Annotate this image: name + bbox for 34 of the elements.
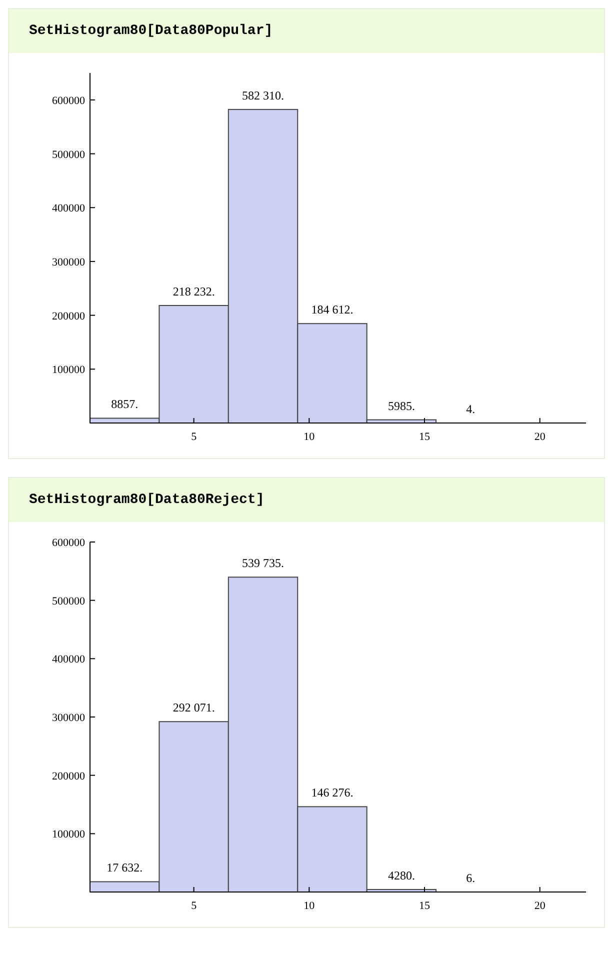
- data-label: 184 612.: [311, 302, 354, 317]
- chart-title: SetHistogram80[Data80Popular]: [9, 9, 604, 53]
- x-tick-label: 20: [534, 900, 546, 912]
- data-label: 8857.: [111, 397, 138, 412]
- y-tick-label: 100000: [52, 828, 86, 841]
- x-tick-label: 10: [304, 431, 316, 443]
- data-label: 292 071.: [172, 700, 215, 715]
- x-tick-label: 15: [419, 900, 431, 912]
- y-tick-label: 300000: [52, 256, 86, 268]
- y-tick-label: 500000: [52, 595, 86, 608]
- data-label: 4280.: [388, 868, 415, 883]
- data-label: 218 232.: [172, 284, 215, 298]
- data-label: 146 276.: [311, 786, 354, 800]
- y-tick-label: 100000: [52, 364, 86, 376]
- data-label: 539 735.: [242, 556, 284, 570]
- x-tick-label: 10: [304, 900, 316, 912]
- y-tick-label: 500000: [52, 148, 86, 161]
- chart-title: SetHistogram80[Data80Reject]: [9, 478, 604, 522]
- x-tick-label: 20: [534, 431, 546, 443]
- data-label: 17 632.: [106, 860, 143, 875]
- y-tick-label: 400000: [52, 654, 86, 666]
- x-tick-label: 15: [419, 431, 431, 443]
- data-label: 6.: [466, 870, 476, 885]
- data-label: 5985.: [388, 398, 415, 413]
- x-tick-label: 5: [191, 431, 198, 443]
- y-tick-label: 400000: [52, 202, 86, 215]
- y-tick-label: 300000: [52, 712, 86, 724]
- y-tick-label: 200000: [52, 310, 86, 322]
- y-tick-label: 600000: [52, 537, 86, 549]
- x-tick-label: 5: [191, 900, 198, 912]
- y-tick-label: 200000: [52, 770, 86, 782]
- data-label: 4.: [466, 402, 476, 416]
- y-tick-label: 600000: [52, 94, 86, 107]
- data-label: 582 310.: [242, 88, 284, 102]
